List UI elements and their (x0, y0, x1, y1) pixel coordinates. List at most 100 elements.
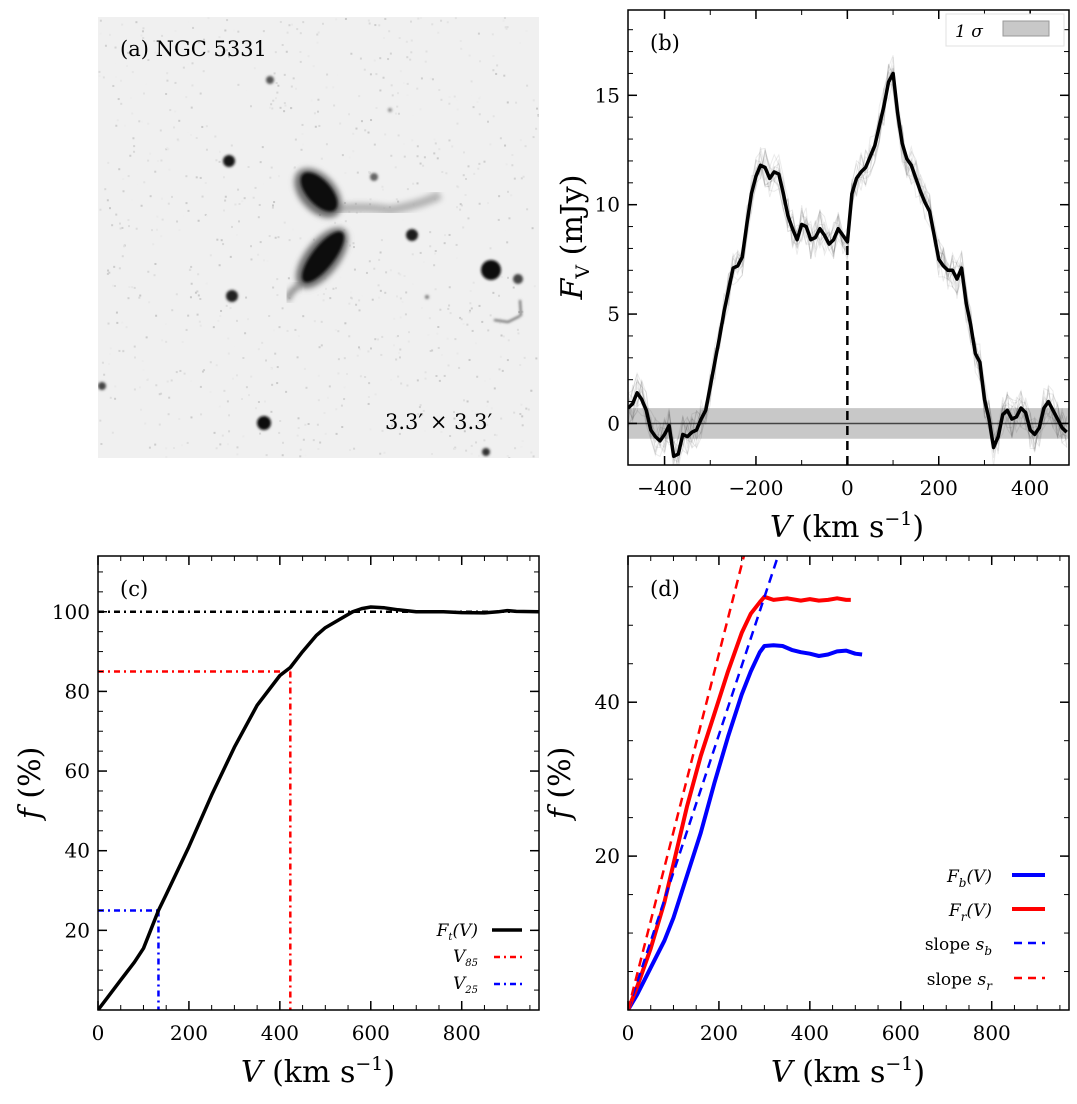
image-noise-speck (521, 440, 524, 443)
image-noise-speck (399, 297, 402, 300)
image-noise-speck (455, 98, 458, 101)
image-noise-speck (201, 370, 204, 373)
panel-c-reference-lines (98, 610, 539, 1010)
image-noise-speck (191, 49, 194, 52)
panel-b-ytick-label: 0 (607, 411, 620, 435)
image-noise-speck (171, 309, 174, 312)
image-noise-speck (486, 405, 489, 408)
image-noise-speck (166, 380, 169, 383)
image-noise-speck (281, 441, 284, 444)
image-noise-speck (355, 303, 358, 306)
image-noise-speck (513, 411, 516, 414)
image-noise-speck (390, 154, 393, 157)
panel-c-frame (97, 555, 540, 1011)
image-noise-speck (215, 364, 218, 367)
image-noise-speck (99, 208, 102, 211)
image-noise-speck (495, 72, 498, 75)
image-noise-speck (367, 131, 370, 134)
image-noise-speck (520, 445, 523, 448)
image-noise-speck (109, 396, 112, 399)
image-noise-speck (506, 101, 509, 104)
series-slope-s-b (628, 556, 780, 1010)
image-noise-speck (320, 344, 323, 347)
image-noise-speck (139, 408, 142, 411)
image-noise-speck (262, 30, 265, 33)
image-noise-speck (403, 155, 406, 158)
image-noise-speck (381, 185, 384, 188)
image-noise-speck (406, 94, 409, 97)
image-noise-speck (438, 379, 441, 382)
image-noise-speck (257, 216, 260, 219)
panel-b-ytick-label: 15 (595, 83, 620, 107)
image-noise-speck (456, 122, 459, 125)
image-noise-speck (353, 447, 356, 450)
image-noise-speck (185, 175, 188, 178)
image-noise-speck (254, 407, 257, 410)
panel-c-xtick-label: 0 (92, 1021, 105, 1045)
image-noise-speck (337, 358, 340, 361)
spectrum-realization (628, 56, 1068, 465)
image-noise-speck (381, 335, 384, 338)
panel-c-xtick-label: 600 (352, 1021, 390, 1045)
image-noise-speck (170, 379, 173, 382)
image-noise-speck (169, 109, 172, 112)
image-noise-speck (114, 62, 117, 65)
image-noise-speck (228, 430, 231, 433)
image-noise-speck (276, 278, 279, 281)
image-noise-speck (155, 228, 158, 231)
image-noise-speck (207, 17, 210, 20)
image-noise-speck (387, 58, 390, 61)
image-noise-speck (160, 235, 163, 238)
image-noise-speck (233, 345, 236, 348)
image-noise-speck (292, 77, 295, 80)
image-noise-speck (355, 127, 358, 130)
image-noise-speck (296, 28, 299, 31)
image-noise-speck (526, 84, 529, 87)
image-noise-speck (317, 447, 320, 450)
image-noise-speck (242, 435, 245, 438)
image-noise-speck (187, 20, 190, 23)
image-noise-speck (390, 84, 393, 87)
image-noise-speck (490, 407, 493, 410)
image-noise-speck (530, 389, 533, 392)
image-noise-speck (190, 380, 193, 383)
image-noise-speck (359, 375, 362, 378)
image-noise-speck (136, 183, 139, 186)
image-noise-speck (121, 255, 124, 258)
image-noise-speck (317, 110, 320, 113)
image-noise-speck (185, 202, 188, 205)
image-noise-speck (474, 342, 477, 345)
image-noise-speck (395, 198, 398, 201)
image-noise-speck (114, 397, 117, 400)
image-noise-speck (121, 23, 124, 26)
image-noise-speck (358, 348, 361, 351)
image-noise-speck (536, 107, 539, 110)
image-noise-speck (109, 353, 112, 356)
image-noise-speck (272, 286, 275, 289)
image-noise-speck (135, 21, 138, 24)
image-noise-speck (249, 105, 252, 108)
image-noise-speck (477, 32, 480, 35)
image-noise-speck (185, 96, 188, 99)
image-noise-speck (478, 202, 481, 205)
image-noise-speck (352, 150, 355, 153)
image-noise-speck (313, 112, 316, 115)
image-noise-speck (379, 89, 382, 92)
image-noise-speck (292, 228, 295, 231)
panel-b-xtick-label: 0 (841, 476, 854, 500)
panel-d-ylabel: f (%) (543, 747, 578, 822)
image-noise-speck (409, 58, 412, 61)
image-noise-speck (166, 146, 169, 149)
image-noise-speck (493, 387, 496, 390)
image-noise-speck (218, 405, 221, 408)
image-noise-speck (102, 76, 105, 79)
image-noise-speck (318, 346, 321, 349)
image-noise-speck (367, 19, 370, 22)
image-noise-speck (190, 265, 193, 268)
image-noise-speck (449, 435, 452, 438)
panel-b-frame (627, 9, 1070, 466)
galaxy-ngc5331 (285, 168, 443, 303)
image-noise-speck (185, 328, 188, 331)
image-noise-speck (296, 356, 299, 359)
image-noise-speck (261, 341, 264, 344)
